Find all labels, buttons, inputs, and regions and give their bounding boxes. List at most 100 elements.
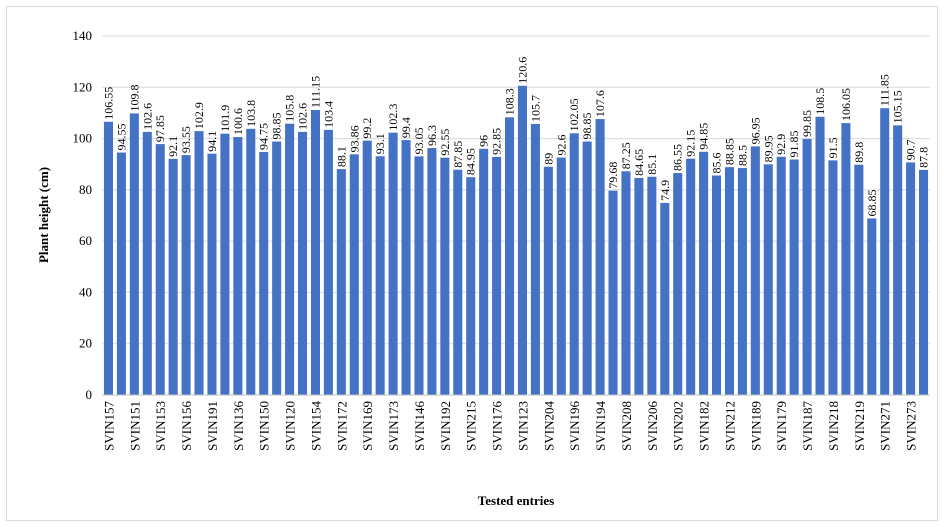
data-label: 91.5 — [826, 137, 840, 158]
x-tick-label: SVIN156 — [179, 401, 194, 451]
x-tick-label: SVIN196 — [567, 401, 582, 451]
data-label: 74.9 — [658, 180, 672, 201]
data-label: 106.55 — [101, 87, 115, 120]
bar — [440, 157, 450, 395]
bar — [207, 153, 217, 395]
bar — [919, 169, 929, 395]
data-label: 105.7 — [528, 95, 542, 122]
data-label: 96.95 — [748, 117, 762, 144]
data-label: 79.68 — [606, 162, 620, 189]
bar — [285, 123, 295, 395]
bar — [906, 162, 916, 395]
data-label: 68.85 — [865, 189, 879, 216]
bar — [854, 164, 864, 395]
bar — [673, 173, 683, 395]
x-tick-label: SVIN182 — [697, 401, 712, 451]
x-tick-label: SVIN157 — [101, 401, 116, 451]
bar — [492, 156, 502, 395]
data-label: 93.55 — [179, 126, 193, 153]
data-label: 92.6 — [554, 135, 568, 156]
data-label: 89.95 — [761, 135, 775, 162]
bar — [479, 148, 489, 395]
y-tick-label: 140 — [73, 28, 93, 43]
bar — [103, 121, 113, 395]
bar — [647, 176, 657, 395]
x-axis-title: Tested entries — [478, 493, 554, 508]
x-tick-label: SVIN194 — [593, 401, 608, 451]
bar — [556, 157, 566, 395]
data-label: 98.85 — [270, 113, 284, 140]
bar — [750, 146, 760, 395]
y-tick-label: 40 — [79, 284, 92, 299]
y-axis-title: Plant height (cm) — [36, 167, 51, 263]
bar — [841, 123, 851, 396]
data-label: 111.85 — [878, 74, 892, 106]
bar — [453, 169, 463, 395]
data-label: 88.1 — [334, 146, 348, 167]
data-label: 102.05 — [567, 98, 581, 131]
bar — [427, 148, 437, 395]
x-tick-label: SVIN136 — [231, 401, 246, 451]
data-label: 99.4 — [399, 117, 413, 138]
data-label: 98.85 — [580, 113, 594, 140]
x-tick-label: SVIN204 — [541, 401, 556, 451]
bar — [660, 202, 670, 395]
bar — [259, 152, 269, 395]
data-label: 84.95 — [464, 148, 478, 175]
x-tick-label: SVIN153 — [153, 401, 168, 451]
y-tick-label: 100 — [73, 131, 93, 146]
bar — [815, 116, 825, 396]
y-tick-label: 0 — [86, 387, 93, 402]
bar — [621, 171, 631, 395]
bar — [362, 140, 372, 395]
data-label: 87.85 — [451, 141, 465, 168]
data-label: 102.6 — [296, 103, 310, 130]
x-tick-label: SVIN154 — [308, 401, 323, 451]
bar — [543, 166, 553, 395]
bar — [505, 117, 515, 396]
data-label: 111.15 — [308, 76, 322, 108]
bar — [129, 113, 139, 395]
data-label: 105.15 — [891, 90, 905, 123]
bar — [699, 151, 709, 395]
bar — [323, 129, 333, 396]
bar — [582, 141, 592, 395]
data-label: 108.5 — [813, 88, 827, 115]
data-label: 85.1 — [645, 154, 659, 175]
data-label: 109.8 — [127, 84, 141, 111]
data-label: 92.15 — [684, 130, 698, 157]
data-label: 99.85 — [800, 110, 814, 137]
x-tick-label: SVIN189 — [748, 401, 763, 451]
y-tick-label: 80 — [79, 182, 92, 197]
bar — [724, 167, 734, 395]
bar — [595, 119, 605, 395]
data-label: 103.4 — [321, 101, 335, 128]
y-tick-label: 20 — [79, 336, 92, 351]
x-tick-label: SVIN208 — [619, 401, 634, 451]
data-label: 100.6 — [231, 108, 245, 135]
bar — [712, 175, 722, 395]
x-tick-label: SVIN176 — [490, 401, 505, 451]
x-tick-label: SVIN169 — [360, 401, 375, 451]
bar — [608, 190, 618, 395]
bar — [336, 169, 346, 395]
bar — [414, 156, 424, 395]
bar — [298, 131, 308, 395]
bar — [634, 177, 644, 395]
data-label: 99.2 — [360, 118, 374, 139]
y-tick-label: 120 — [73, 79, 93, 94]
data-label: 107.6 — [593, 90, 607, 117]
bar — [880, 108, 890, 396]
bar — [272, 141, 282, 395]
data-label: 94.85 — [697, 123, 711, 150]
bar — [388, 132, 398, 395]
x-tick-label: SVIN179 — [774, 401, 789, 451]
data-label: 102.9 — [192, 102, 206, 129]
bar — [310, 109, 320, 395]
data-label: 93.05 — [412, 127, 426, 154]
bar — [220, 133, 230, 395]
data-label: 88.85 — [722, 138, 736, 165]
data-label: 105.8 — [283, 95, 297, 122]
bar — [116, 152, 126, 395]
